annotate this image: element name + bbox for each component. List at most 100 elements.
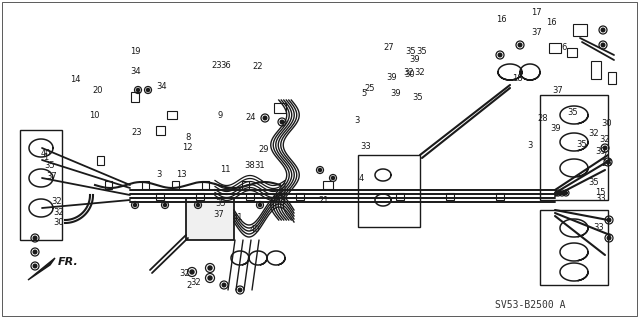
Circle shape bbox=[190, 270, 194, 274]
Text: 7: 7 bbox=[602, 152, 607, 161]
Text: 39: 39 bbox=[550, 124, 561, 133]
Circle shape bbox=[259, 204, 262, 207]
Bar bbox=[104, 181, 111, 189]
Text: 35: 35 bbox=[45, 161, 55, 170]
Bar bbox=[358, 155, 420, 227]
Text: SV53-B2500 A: SV53-B2500 A bbox=[495, 300, 565, 310]
Text: 26: 26 bbox=[602, 159, 612, 168]
Bar bbox=[156, 192, 164, 199]
Text: 24: 24 bbox=[246, 113, 256, 122]
Circle shape bbox=[208, 276, 212, 280]
Circle shape bbox=[564, 192, 567, 194]
Text: 3: 3 bbox=[355, 116, 360, 125]
Bar bbox=[540, 210, 608, 285]
Circle shape bbox=[606, 160, 610, 164]
Text: 2: 2 bbox=[186, 281, 191, 290]
Bar bbox=[567, 48, 577, 56]
Text: 34: 34 bbox=[131, 67, 141, 76]
Bar bbox=[202, 181, 209, 189]
Circle shape bbox=[222, 283, 226, 287]
Text: 19: 19 bbox=[131, 47, 141, 56]
Circle shape bbox=[557, 192, 559, 194]
Text: 32: 32 bbox=[179, 269, 189, 278]
Bar bbox=[131, 92, 139, 102]
Circle shape bbox=[208, 266, 212, 270]
Text: 22: 22 bbox=[252, 62, 262, 71]
Bar bbox=[167, 111, 177, 119]
Text: 33: 33 bbox=[361, 142, 371, 151]
Text: 23: 23 bbox=[132, 128, 142, 137]
Text: 5: 5 bbox=[361, 89, 366, 98]
Text: 29: 29 bbox=[259, 145, 269, 154]
Text: 1: 1 bbox=[44, 153, 49, 162]
Text: 32: 32 bbox=[190, 278, 200, 287]
Text: 10: 10 bbox=[90, 111, 100, 120]
Circle shape bbox=[332, 176, 335, 180]
Bar bbox=[241, 181, 248, 189]
Bar bbox=[196, 192, 204, 199]
Text: 35: 35 bbox=[406, 47, 416, 56]
Bar bbox=[274, 103, 286, 113]
Text: 37: 37 bbox=[46, 172, 56, 181]
Bar bbox=[573, 24, 587, 36]
Bar bbox=[156, 125, 164, 135]
Bar bbox=[323, 181, 333, 189]
Text: 31: 31 bbox=[255, 161, 265, 170]
Circle shape bbox=[136, 88, 140, 92]
Text: 35: 35 bbox=[589, 178, 599, 187]
Text: 6: 6 bbox=[562, 43, 567, 52]
Circle shape bbox=[133, 204, 136, 207]
Text: 20: 20 bbox=[92, 86, 102, 95]
Text: 32: 32 bbox=[600, 135, 610, 144]
Circle shape bbox=[319, 168, 321, 172]
Circle shape bbox=[33, 250, 36, 254]
Text: 13: 13 bbox=[177, 170, 187, 179]
Text: 16: 16 bbox=[497, 15, 507, 24]
Text: 9: 9 bbox=[218, 111, 223, 120]
Text: 32: 32 bbox=[589, 129, 599, 138]
Text: 41: 41 bbox=[233, 213, 243, 222]
Circle shape bbox=[263, 116, 267, 120]
Text: 39: 39 bbox=[390, 89, 401, 98]
Circle shape bbox=[498, 53, 502, 57]
Polygon shape bbox=[28, 258, 55, 280]
Circle shape bbox=[163, 204, 166, 207]
Circle shape bbox=[196, 204, 200, 207]
Text: 3: 3 bbox=[156, 170, 161, 179]
Text: 32: 32 bbox=[403, 68, 413, 77]
Text: 40: 40 bbox=[41, 149, 51, 158]
Bar bbox=[20, 130, 62, 240]
Text: 35: 35 bbox=[568, 108, 578, 117]
Text: 30: 30 bbox=[602, 119, 612, 128]
Text: 38: 38 bbox=[244, 161, 255, 170]
Circle shape bbox=[147, 88, 150, 92]
Text: 34: 34 bbox=[156, 82, 166, 91]
Text: 12: 12 bbox=[182, 143, 192, 152]
Text: 33: 33 bbox=[595, 194, 605, 203]
Text: 32: 32 bbox=[54, 208, 64, 217]
Text: 37: 37 bbox=[214, 210, 224, 219]
Bar bbox=[496, 192, 504, 199]
Circle shape bbox=[604, 146, 607, 150]
Text: 32: 32 bbox=[51, 197, 61, 206]
Text: 18: 18 bbox=[512, 74, 522, 83]
Text: 16: 16 bbox=[547, 19, 557, 27]
Bar bbox=[97, 155, 104, 165]
Text: 32: 32 bbox=[414, 68, 424, 77]
Text: 28: 28 bbox=[538, 114, 548, 123]
Circle shape bbox=[601, 28, 605, 32]
Circle shape bbox=[33, 236, 36, 240]
Text: 37: 37 bbox=[531, 28, 541, 37]
Text: 36: 36 bbox=[220, 61, 230, 70]
Circle shape bbox=[280, 120, 284, 124]
Circle shape bbox=[518, 43, 522, 47]
Text: 35: 35 bbox=[416, 47, 426, 56]
Text: 23: 23 bbox=[211, 61, 221, 70]
Text: 35: 35 bbox=[576, 140, 586, 149]
Text: 39: 39 bbox=[410, 56, 420, 64]
Circle shape bbox=[601, 43, 605, 47]
Text: 15: 15 bbox=[595, 188, 605, 197]
Text: 21: 21 bbox=[318, 196, 328, 205]
Text: 30: 30 bbox=[54, 218, 64, 227]
Circle shape bbox=[607, 236, 611, 240]
